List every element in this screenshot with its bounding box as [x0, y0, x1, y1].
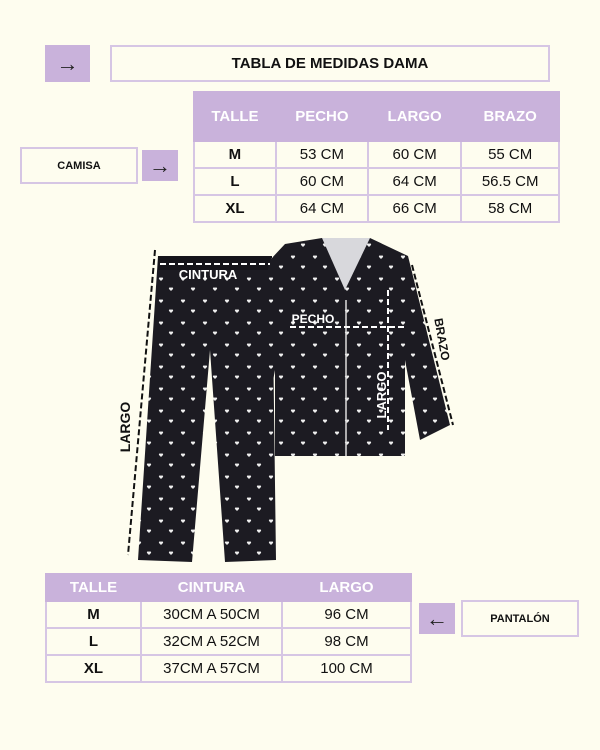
cell: 56.5 CM	[460, 167, 560, 196]
cell: XL	[45, 654, 142, 683]
cell: L	[45, 627, 142, 656]
cell: 98 CM	[281, 627, 412, 656]
table-row: L 32CM A 52CM 98 CM	[45, 627, 412, 656]
table-row: XL 37CM A 57CM 100 CM	[45, 654, 412, 683]
arrow-right-icon: →	[45, 45, 90, 82]
header-talle: TALLE	[193, 91, 277, 142]
arrow-left-icon: ←	[419, 603, 455, 634]
header-largo: LARGO	[366, 91, 463, 142]
cell: 96 CM	[281, 600, 412, 629]
arrow-right-icon: →	[142, 150, 178, 181]
pantalon-label: PANTALÓN	[461, 600, 579, 637]
cell: 30CM A 50CM	[140, 600, 283, 629]
cell: L	[193, 167, 277, 196]
largo-pantalon-label: LARGO	[117, 402, 133, 453]
cell: 37CM A 57CM	[140, 654, 283, 683]
page-title: TABLA DE MEDIDAS DAMA	[110, 45, 550, 82]
cell: XL	[193, 194, 277, 223]
cell: M	[45, 600, 142, 629]
cell: 55 CM	[460, 140, 560, 169]
table-row: L 60 CM 64 CM 56.5 CM	[193, 167, 560, 196]
shirt-illustration	[235, 238, 450, 456]
cell: 32CM A 52CM	[140, 627, 283, 656]
cell: 64 CM	[366, 167, 463, 196]
cell: 66 CM	[366, 194, 463, 223]
cell: 100 CM	[281, 654, 412, 683]
header-cintura: CINTURA	[140, 573, 283, 602]
cell: 53 CM	[274, 140, 369, 169]
pecho-label: PECHO	[292, 312, 335, 326]
cell: 58 CM	[460, 194, 560, 223]
table-row: XL 64 CM 66 CM 58 CM	[193, 194, 560, 223]
header-pecho: PECHO	[274, 91, 369, 142]
pajama-diagram: CINTURA PECHO LARGO LARGO BRAZO	[117, 238, 454, 562]
cell: 60 CM	[274, 167, 369, 196]
camisa-label: CAMISA	[20, 147, 138, 184]
largo-camisa-label: LARGO	[374, 372, 389, 419]
cell: 60 CM	[366, 140, 463, 169]
pantalon-table: TALLE CINTURA LARGO M 30CM A 50CM 96 CM L 32C…	[45, 573, 412, 683]
cell: M	[193, 140, 277, 169]
table-row: M 53 CM 60 CM 55 CM	[193, 140, 560, 169]
table-row: M 30CM A 50CM 96 CM	[45, 600, 412, 629]
cintura-label: CINTURA	[179, 267, 238, 282]
header-largo: LARGO	[281, 573, 412, 602]
header-brazo: BRAZO	[460, 91, 560, 142]
header-talle: TALLE	[45, 573, 142, 602]
cell: 64 CM	[274, 194, 369, 223]
